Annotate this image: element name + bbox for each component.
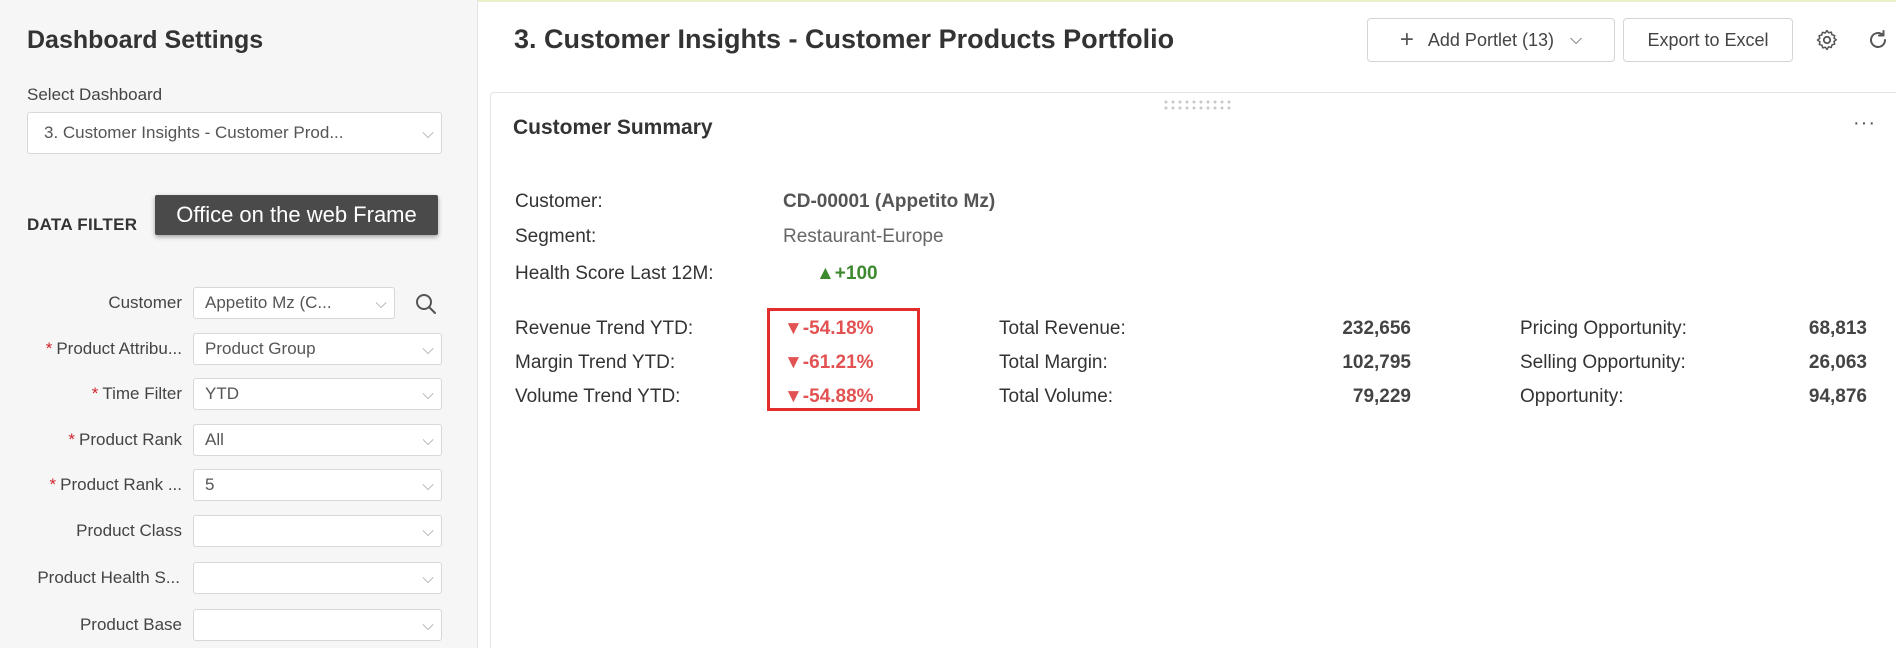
segment-label: Segment:: [515, 226, 597, 247]
product-rank-select[interactable]: All ⌵: [193, 424, 442, 456]
margin-trend-value: ▼-61.21%: [784, 352, 874, 373]
filter-label-time-filter: * Time Filter: [91, 384, 182, 403]
filter-label-product-class: Product Class: [76, 521, 182, 540]
select-dashboard-label: Select Dashboard: [27, 85, 163, 104]
trend-highlight-box: [767, 308, 920, 411]
add-portlet-button[interactable]: + Add Portlet (13) ⌵: [1367, 18, 1615, 62]
selling-opportunity-label: Selling Opportunity:: [1520, 352, 1686, 373]
revenue-trend-label: Revenue Trend YTD:: [515, 318, 694, 339]
total-margin-label: Total Margin:: [999, 352, 1108, 373]
time-filter-select[interactable]: YTD ⌵: [193, 378, 442, 410]
product-attribute-select[interactable]: Product Group ⌵: [193, 333, 442, 365]
product-attribute-value: Product Group: [205, 339, 316, 358]
filter-label-product-base: Product Base: [79, 615, 182, 634]
chevron-down-icon: ⌵: [422, 616, 434, 634]
filter-label-customer: Customer: [108, 293, 182, 312]
chevron-down-icon: ⌵: [422, 431, 434, 449]
filter-label-product-health: Product Health S...: [37, 568, 180, 587]
search-icon[interactable]: [414, 292, 438, 316]
total-margin-value: 102,795: [1342, 352, 1411, 373]
page-title: 3. Customer Insights - Customer Products…: [514, 24, 1175, 54]
health-score-value: ▲+100: [816, 263, 878, 284]
dashboard-select[interactable]: 3. Customer Insights - Customer Prod... …: [27, 112, 442, 154]
segment-value: Restaurant-Europe: [783, 226, 944, 247]
product-class-select[interactable]: ⌵: [193, 515, 442, 547]
data-filter-heading: DATA FILTER: [27, 215, 138, 234]
total-revenue-value: 232,656: [1342, 318, 1411, 339]
pricing-opportunity-value: 68,813: [1808, 318, 1867, 339]
chevron-down-icon: ⌵: [422, 476, 434, 494]
customer-select[interactable]: Appetito Mz (C... ⌵: [193, 287, 395, 319]
customer-value: CD-00001 (Appetito Mz): [783, 191, 996, 212]
customer-summary-portlet: [490, 92, 1896, 648]
health-score-label: Health Score Last 12M:: [515, 263, 714, 284]
product-health-select[interactable]: ⌵: [193, 562, 442, 594]
product-rank-count-value: 5: [205, 475, 215, 494]
volume-trend-label: Volume Trend YTD:: [515, 386, 681, 407]
opportunity-label: Opportunity:: [1520, 386, 1624, 407]
chevron-down-icon: ⌵: [422, 124, 434, 142]
revenue-trend-value: ▼-54.18%: [784, 318, 874, 339]
time-filter-value: YTD: [205, 384, 239, 403]
plus-icon: +: [1399, 26, 1414, 53]
opportunity-value: 94,876: [1808, 386, 1867, 407]
pricing-opportunity-label: Pricing Opportunity:: [1520, 318, 1687, 339]
add-portlet-label: Add Portlet (13): [1427, 29, 1554, 50]
chevron-down-icon: ⌵: [1569, 31, 1583, 48]
product-base-select[interactable]: ⌵: [193, 609, 442, 641]
drag-handle-icon[interactable]: [1163, 98, 1233, 112]
chevron-down-icon: ⌵: [422, 385, 434, 403]
gear-icon[interactable]: [1815, 28, 1839, 52]
product-rank-value: All: [205, 430, 224, 449]
chevron-down-icon: ⌵: [422, 340, 434, 358]
settings-title: Dashboard Settings: [27, 26, 264, 54]
refresh-icon[interactable]: [1866, 28, 1890, 52]
export-label: Export to Excel: [1647, 29, 1769, 50]
chevron-down-icon: ⌵: [375, 294, 387, 312]
product-rank-count-select[interactable]: 5 ⌵: [193, 469, 442, 501]
total-volume-label: Total Volume:: [999, 386, 1114, 407]
total-volume-value: 79,229: [1352, 386, 1411, 407]
filter-label-product-rank: * Product Rank: [68, 430, 182, 449]
chevron-down-icon: ⌵: [422, 522, 434, 540]
chevron-down-icon: ⌵: [422, 569, 434, 587]
selling-opportunity-value: 26,063: [1808, 352, 1867, 373]
top-accent-line: [0, 0, 1896, 2]
customer-label: Customer:: [515, 191, 603, 212]
portlet-title: Customer Summary: [513, 116, 713, 139]
total-revenue-label: Total Revenue:: [999, 318, 1126, 339]
margin-trend-label: Margin Trend YTD:: [515, 352, 676, 373]
more-options-icon[interactable]: ···: [1853, 112, 1876, 134]
customer-select-value: Appetito Mz (C...: [205, 293, 332, 312]
export-to-excel-button[interactable]: Export to Excel: [1623, 18, 1793, 62]
frame-tooltip: Office on the web Frame: [155, 195, 438, 235]
volume-trend-value: ▼-54.88%: [784, 386, 874, 407]
dashboard-select-value: 3. Customer Insights - Customer Prod...: [44, 123, 344, 142]
filter-label-product-rank-count: * Product Rank ...: [49, 475, 182, 494]
filter-label-product-attribute: * Product Attribu...: [45, 339, 182, 358]
